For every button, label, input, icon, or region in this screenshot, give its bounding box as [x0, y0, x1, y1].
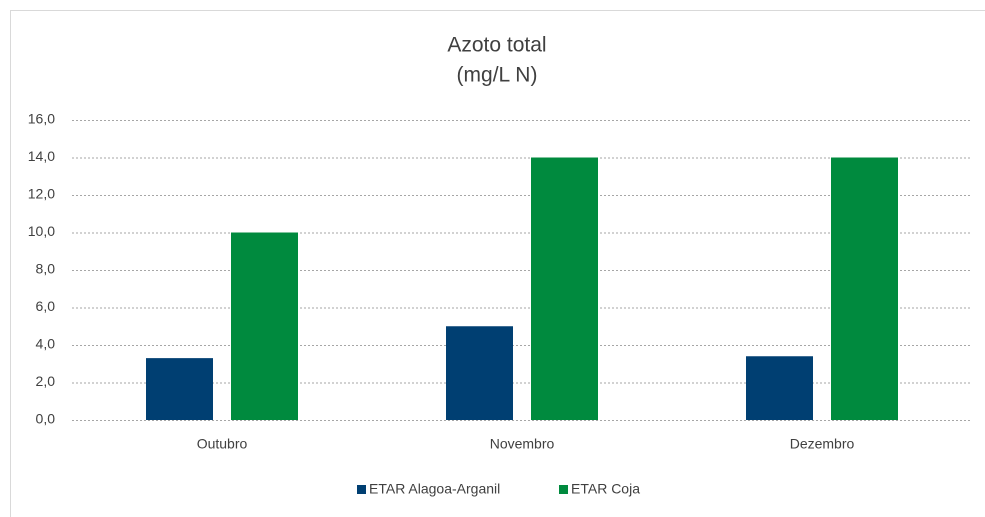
- x-tick-label: Dezembro: [790, 436, 855, 452]
- legend-swatch: [357, 485, 366, 494]
- legend-label: ETAR Alagoa-Arganil: [369, 481, 500, 497]
- legend-label: ETAR Coja: [571, 481, 640, 497]
- bar: [446, 326, 513, 420]
- y-tick-label: 2,0: [36, 373, 56, 389]
- bar: [146, 358, 213, 420]
- legend-swatch: [559, 485, 568, 494]
- y-tick-label: 10,0: [28, 223, 55, 239]
- y-tick-label: 16,0: [28, 111, 55, 127]
- y-tick-label: 6,0: [36, 298, 56, 314]
- chart-subtitle: (mg/L N): [457, 64, 538, 87]
- y-tick-label: 4,0: [36, 336, 56, 352]
- bar: [831, 157, 898, 420]
- bar: [531, 157, 598, 420]
- chart-border: [10, 10, 985, 517]
- bar: [746, 356, 813, 420]
- y-tick-label: 8,0: [36, 261, 56, 277]
- x-tick-label: Outubro: [197, 436, 248, 452]
- chart-title: Azoto total: [447, 34, 546, 57]
- bar: [231, 232, 298, 420]
- y-tick-label: 14,0: [28, 148, 55, 164]
- y-tick-label: 0,0: [36, 411, 56, 427]
- x-tick-label: Novembro: [490, 436, 555, 452]
- y-tick-label: 12,0: [28, 186, 55, 202]
